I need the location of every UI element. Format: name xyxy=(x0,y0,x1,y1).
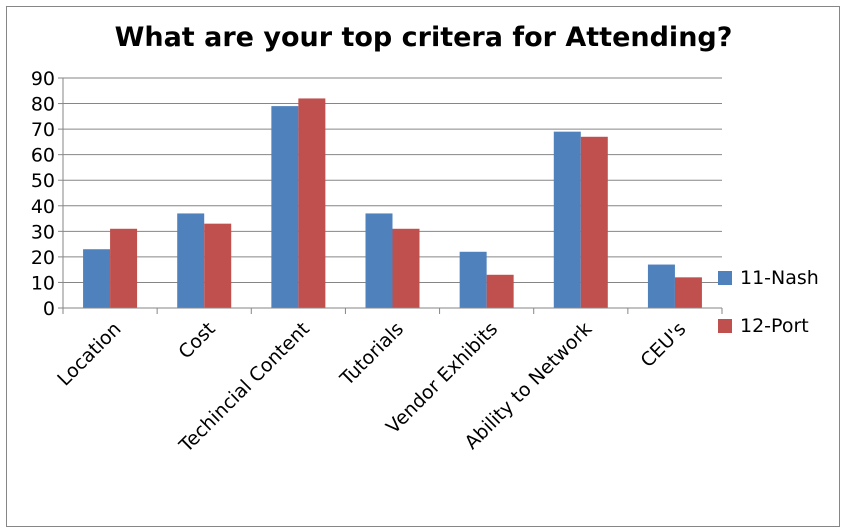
x-tick-label-6: CEU's xyxy=(637,318,691,372)
x-tick-label-0: Location xyxy=(53,318,125,390)
legend-swatch-11-nash xyxy=(718,271,732,285)
y-tick-label-0: 0 xyxy=(43,298,55,320)
x-tick-label-1: Cost xyxy=(174,318,219,363)
bar-12-port-4 xyxy=(486,274,514,308)
legend-label-12-port: 12-Port xyxy=(740,315,809,337)
legend-swatch-12-port xyxy=(718,319,732,333)
legend-label-11-nash: 11-Nash xyxy=(740,267,819,289)
y-tick-label-20: 20 xyxy=(31,247,55,269)
bar-11-nash-0 xyxy=(83,249,111,308)
y-tick-label-30: 30 xyxy=(31,221,55,243)
y-tick-label-40: 40 xyxy=(31,196,55,218)
y-tick-label-70: 70 xyxy=(31,119,55,141)
legend-entry-12-port: 12-Port xyxy=(718,314,819,338)
y-tick-label-60: 60 xyxy=(31,145,55,167)
chart-frame xyxy=(6,6,840,527)
x-tick-label-3: Tutorials xyxy=(335,318,408,391)
bar-11-nash-6 xyxy=(647,264,675,308)
bar-12-port-3 xyxy=(392,228,420,308)
bar-12-port-6 xyxy=(674,277,702,308)
bar-11-nash-2 xyxy=(271,106,299,308)
y-tick-label-80: 80 xyxy=(31,94,55,116)
y-tick-label-50: 50 xyxy=(31,170,55,192)
chart-title: What are your top critera for Attending? xyxy=(114,22,733,53)
bar-11-nash-1 xyxy=(177,213,205,308)
y-tick-label-10: 10 xyxy=(31,272,55,294)
bar-12-port-1 xyxy=(204,223,232,308)
chart-legend: 11-Nash 12-Port xyxy=(718,266,819,362)
bar-11-nash-4 xyxy=(459,251,487,308)
bar-12-port-2 xyxy=(298,98,326,308)
bar-11-nash-3 xyxy=(365,213,393,308)
bar-11-nash-5 xyxy=(553,131,581,308)
bar-12-port-5 xyxy=(580,136,608,308)
y-tick-label-90: 90 xyxy=(31,68,55,90)
legend-entry-11-nash: 11-Nash xyxy=(718,266,819,290)
bar-12-port-0 xyxy=(110,228,138,308)
